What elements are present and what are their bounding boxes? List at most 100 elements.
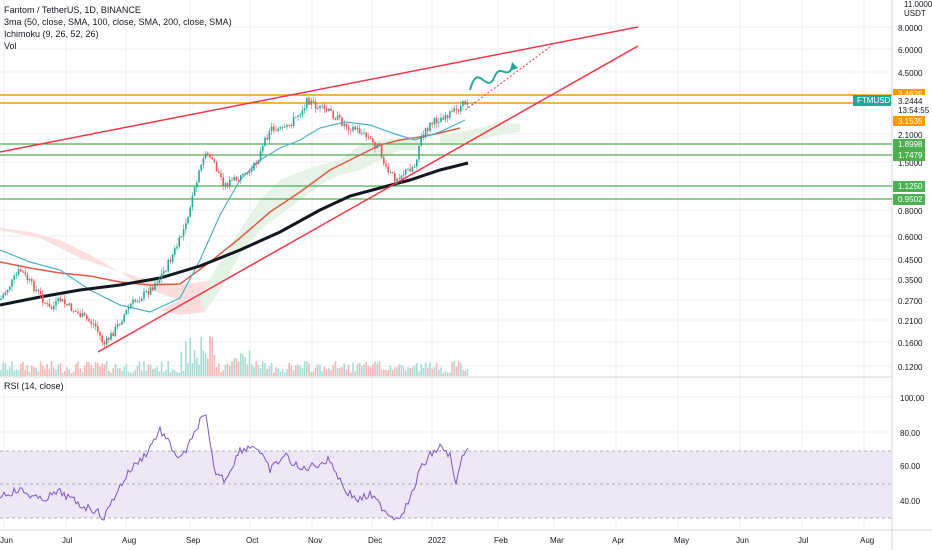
candle-body: [57, 297, 59, 302]
candle-body: [255, 162, 257, 165]
indicator-ma[interactable]: 3ma (50, close, SMA, 100, close, SMA, 20…: [4, 17, 232, 27]
time-label: Dec: [368, 536, 382, 545]
candle-body: [462, 100, 464, 107]
upper-orange-value: 3.4625: [898, 90, 923, 99]
candle-body: [31, 279, 33, 282]
upper-trendline[interactable]: [0, 26, 639, 153]
volume-bar: [354, 371, 356, 376]
green-badge: [893, 139, 925, 150]
volume-bar: [255, 361, 257, 376]
candle-body: [24, 272, 26, 275]
candle-body: [112, 333, 114, 337]
upper-orange-badge: [893, 89, 925, 100]
volume-bar: [198, 364, 200, 376]
volume-bar: [317, 364, 319, 376]
volume-bar: [367, 365, 370, 376]
candle-body: [237, 180, 240, 182]
green-badge: [893, 181, 925, 192]
candle-body: [130, 303, 132, 307]
price-tick: 0.2100: [898, 317, 923, 326]
candle-body: [141, 298, 143, 301]
candle-body: [72, 310, 75, 312]
candle-body: [46, 302, 48, 304]
volume-bar: [200, 336, 202, 376]
indicator-ichimoku[interactable]: Ichimoku (9, 26, 52, 26): [4, 29, 99, 39]
candle-body: [345, 123, 348, 128]
volume-bar: [409, 367, 411, 376]
symbol-title[interactable]: Fantom / TetherUS, 1D, BINANCE: [4, 5, 141, 15]
volume-bar: [438, 370, 440, 376]
volume-bar: [310, 371, 312, 376]
candle-body: [48, 303, 51, 308]
candle-body: [413, 166, 416, 168]
volume-bar: [420, 364, 422, 376]
candle-body: [224, 183, 227, 186]
candle-body: [165, 271, 167, 272]
candle-body: [444, 115, 447, 120]
price-top-label: 11.0000: [904, 0, 932, 9]
projection-arrow[interactable]: [469, 67, 513, 91]
candle-body: [211, 157, 213, 160]
candle-body: [389, 171, 392, 173]
candle-body: [356, 128, 359, 130]
volume-bar: [99, 366, 101, 376]
volume-bar: [257, 364, 260, 376]
candle-body: [145, 291, 147, 292]
candle-body: [420, 136, 422, 146]
volume-bar: [28, 371, 31, 376]
ma200-line: [0, 161, 469, 307]
volume-bar: [398, 364, 400, 376]
rsi-tick: 80.00: [900, 429, 921, 438]
price-tick: 0.8000: [898, 207, 923, 216]
volume-bar: [103, 364, 106, 376]
candle-body: [402, 174, 405, 176]
volume-bar: [264, 363, 266, 376]
candle-body: [191, 195, 194, 208]
volume-bar: [156, 366, 158, 376]
candle-body: [275, 130, 277, 132]
time-label: Nov: [308, 536, 322, 545]
candle-body: [160, 273, 163, 279]
volume-bar: [380, 369, 383, 376]
volume-bar: [149, 364, 152, 376]
candle-body: [229, 179, 231, 187]
candle-body: [149, 287, 152, 295]
candle-body: [163, 271, 165, 274]
indicator-volume[interactable]: Vol: [4, 41, 17, 51]
candle-body: [334, 118, 337, 120]
projection-line[interactable]: [464, 46, 551, 111]
green-badge-value: 0.9502: [898, 195, 923, 204]
volume-bar: [336, 367, 339, 376]
rsi-title[interactable]: RSI (14, close): [4, 381, 64, 391]
candle-body: [301, 110, 304, 115]
price-axis[interactable]: 11.0000 USDT 8.0000 6.0000 4.5000 2.1000…: [853, 0, 932, 372]
volume-bar: [350, 372, 352, 376]
candle-body: [240, 175, 242, 181]
candle-body: [0, 298, 2, 300]
time-axis[interactable]: Jun Jul Aug Sep Oct Nov Dec 2022 Feb Mar…: [0, 536, 874, 545]
candle-body: [6, 289, 9, 293]
volume-bar: [37, 371, 40, 376]
ma100-line: [0, 127, 461, 286]
volume-bar: [299, 366, 301, 376]
candle-body: [185, 223, 187, 230]
last-price-badge: [893, 95, 932, 116]
volume-bar: [464, 370, 466, 376]
candle-body: [268, 131, 271, 140]
rsi-axis[interactable]: 100.00 80.00 60.00 40.00: [900, 394, 925, 506]
price-tick: 0.3500: [898, 276, 923, 285]
candle-body: [171, 254, 174, 262]
lower-trendline[interactable]: [97, 45, 639, 353]
volume-bar: [323, 366, 326, 376]
candle-body: [292, 116, 295, 126]
volume-bar: [213, 354, 216, 376]
volume-bar: [11, 361, 13, 376]
candle-body: [147, 291, 150, 295]
candle-body: [451, 111, 453, 113]
time-label: Mar: [550, 536, 564, 545]
volume-bar: [374, 361, 376, 376]
volume-bar: [277, 368, 279, 376]
candle-body: [180, 236, 183, 238]
volume-bar: [48, 368, 51, 376]
